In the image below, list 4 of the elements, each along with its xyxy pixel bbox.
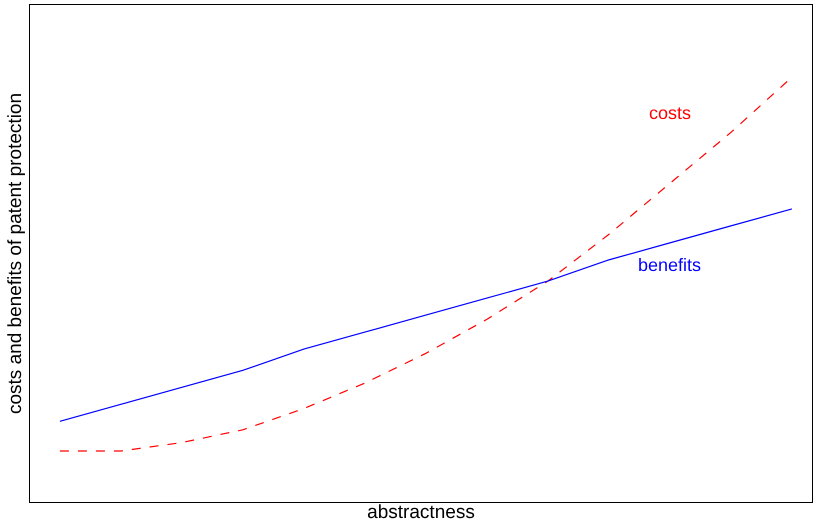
y-axis-title: costs and benefits of patent protection [4,92,26,414]
x-axis-title: abstractness [367,502,475,523]
series-label: costs [649,103,692,123]
series-label: benefits [638,255,702,275]
